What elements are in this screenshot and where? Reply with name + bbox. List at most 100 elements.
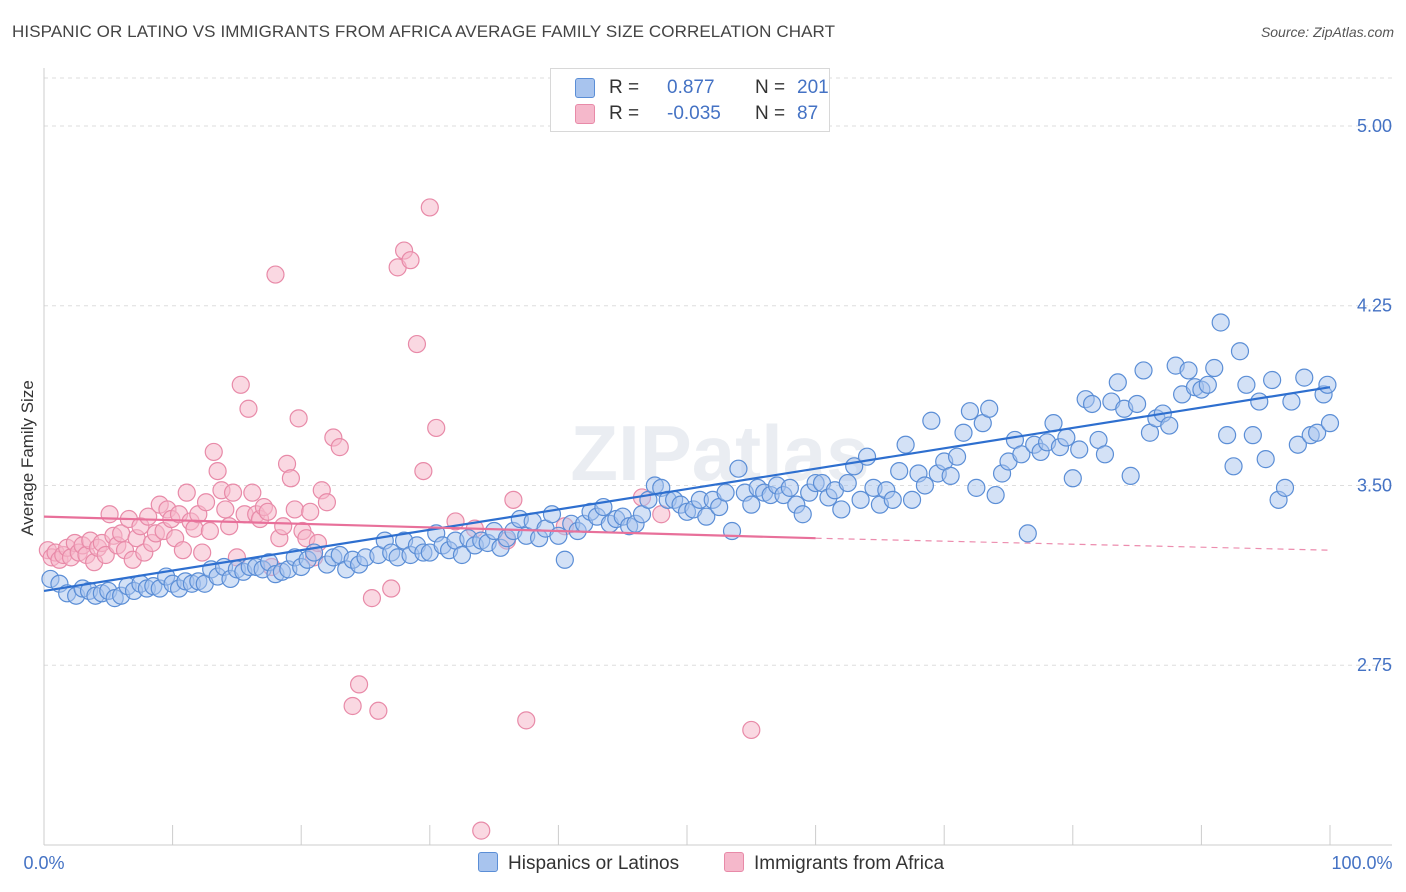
axis-layer: 2.75 3.50 4.25 5.00 0.0% 100.0% xyxy=(23,68,1393,873)
blue-point xyxy=(851,490,870,509)
blue-trend-line xyxy=(43,386,1331,593)
pink-point xyxy=(281,469,301,488)
legend-r-value: 0.877 xyxy=(667,77,715,98)
legend-swatch-pink xyxy=(575,104,595,124)
blue-point xyxy=(1288,435,1307,454)
blue-point xyxy=(1295,368,1314,387)
blue-point xyxy=(1127,394,1147,414)
blue-point xyxy=(1230,342,1250,361)
blue-point xyxy=(1082,394,1102,414)
pink-point xyxy=(330,438,349,457)
blue-point xyxy=(967,478,986,497)
blue-point xyxy=(716,483,735,502)
y-tick-label: 3.50 xyxy=(1357,475,1392,495)
blue-point xyxy=(1205,358,1224,378)
blue-point xyxy=(896,435,915,454)
pink-point xyxy=(362,589,382,608)
pink-point xyxy=(208,461,227,481)
pink-point xyxy=(216,500,235,519)
pink-point xyxy=(285,500,304,519)
blue-point xyxy=(832,500,851,519)
blue-point xyxy=(980,399,999,418)
pink-point xyxy=(742,720,761,740)
blue-point xyxy=(1263,370,1282,390)
pink-point xyxy=(407,334,427,354)
pink-point xyxy=(258,502,277,521)
bottom-legend-label-blue: Hispanics or Latinos xyxy=(508,853,680,874)
trend-layer xyxy=(43,386,1331,593)
blue-point xyxy=(947,447,967,466)
pink-point xyxy=(173,541,192,560)
blue-point xyxy=(729,459,748,478)
blue-point xyxy=(1218,426,1237,445)
pink-point xyxy=(200,521,219,541)
blue-point xyxy=(1179,361,1198,380)
y-tick-label: 2.75 xyxy=(1357,655,1392,675)
blue-point xyxy=(742,495,761,514)
pink-point xyxy=(472,821,491,840)
blue-point xyxy=(954,423,973,442)
y-axis-title: Average Family Size xyxy=(18,380,37,536)
pink-point xyxy=(420,198,439,217)
pink-point xyxy=(349,675,369,694)
pink-point xyxy=(382,579,401,598)
blue-point xyxy=(555,550,574,569)
legend-n-label: N = xyxy=(755,103,786,124)
pink-point xyxy=(196,493,216,512)
legend-r-label: R = xyxy=(609,77,640,98)
blue-point xyxy=(1012,445,1031,464)
pink-point xyxy=(504,490,523,509)
pink-point xyxy=(243,483,262,502)
pink-point xyxy=(204,442,223,462)
legend-r-label: R = xyxy=(609,103,640,124)
blue-point xyxy=(1211,313,1230,332)
pink-point xyxy=(100,505,119,524)
blue-point xyxy=(838,473,857,493)
blue-point xyxy=(1318,375,1337,394)
y-tick-label: 4.25 xyxy=(1357,296,1392,316)
legend-swatch-blue xyxy=(575,78,595,98)
blue-point xyxy=(542,505,562,524)
pink-point xyxy=(517,711,536,730)
bottom-legend-label-pink: Immigrants from Africa xyxy=(754,853,945,874)
blue-point xyxy=(780,478,799,497)
blue-point xyxy=(1198,375,1217,394)
blue-point xyxy=(697,507,716,526)
bottom-legend-swatch-pink xyxy=(724,852,744,872)
pink-point xyxy=(193,543,212,562)
pink-points-layer xyxy=(38,198,761,840)
blue-point xyxy=(922,411,941,430)
legend-n-label: N = xyxy=(755,77,786,98)
blue-point xyxy=(960,402,980,421)
blue-point xyxy=(1256,450,1275,469)
blue-point xyxy=(890,461,909,481)
bottom-legend-africa: Immigrants from Africa xyxy=(724,852,944,875)
legend-r-value: -0.035 xyxy=(667,103,721,124)
pink-point xyxy=(220,517,239,536)
pink-point xyxy=(289,409,308,428)
blue-point xyxy=(1224,457,1243,476)
blue-point xyxy=(1160,416,1179,435)
correlation-legend: R = 0.877 N = 201 R = -0.035 N = 87 xyxy=(550,68,830,132)
legend-n-value: 201 xyxy=(797,77,829,98)
pink-point xyxy=(139,507,158,526)
blue-point xyxy=(452,545,472,565)
blue-point xyxy=(793,505,812,524)
blue-point xyxy=(1237,375,1256,394)
y-tick-label: 5.00 xyxy=(1357,116,1392,136)
blue-point xyxy=(1250,392,1269,411)
x-tick-label: 0.0% xyxy=(23,853,64,873)
blue-point xyxy=(1275,478,1295,497)
pink-point xyxy=(301,502,320,521)
pink-point xyxy=(317,493,337,512)
blue-point xyxy=(1018,524,1037,543)
pink-trend-line xyxy=(43,515,816,540)
blue-point xyxy=(1063,469,1082,488)
blue-point xyxy=(1095,445,1115,464)
blue-point xyxy=(986,485,1005,505)
blue-point xyxy=(1308,423,1327,442)
blue-point xyxy=(915,476,935,495)
blue-point xyxy=(883,490,902,509)
bottom-legend-swatch-blue xyxy=(478,852,498,872)
